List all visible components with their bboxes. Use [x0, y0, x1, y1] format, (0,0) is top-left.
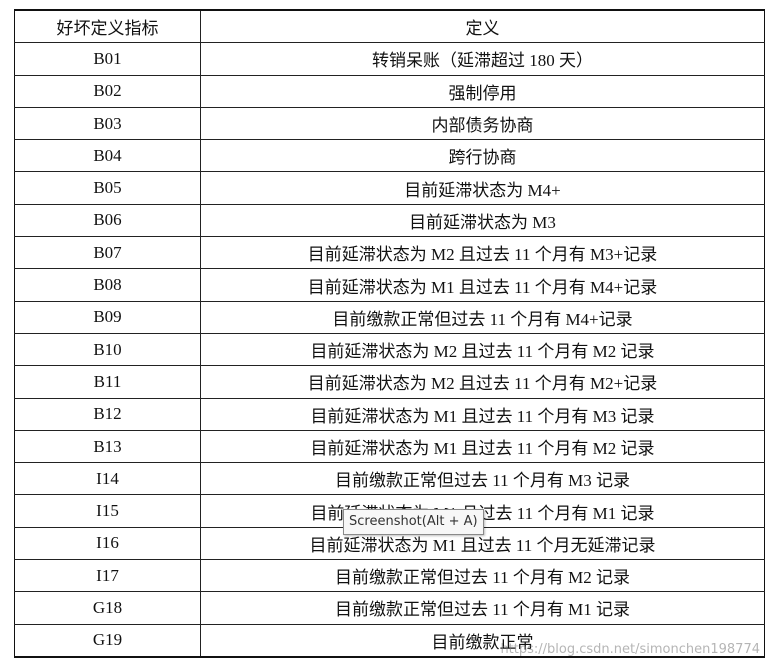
indicator-code-cell: B11 — [14, 365, 201, 399]
definition-cell: 目前缴款正常但过去 11 个月有 M3 记录 — [200, 462, 765, 496]
table-row: B03 内部债务协商 — [14, 106, 765, 141]
definition-cell: 目前延滞状态为 M1 且过去 11 个月有 M3 记录 — [200, 397, 765, 431]
indicator-code-cell: B02 — [14, 74, 201, 108]
indicator-code-cell: I15 — [14, 494, 201, 528]
definition-cell: 目前延滞状态为 M2 且过去 11 个月有 M2+记录 — [200, 365, 765, 399]
table-row: B10 目前延滞状态为 M2 且过去 11 个月有 M2 记录 — [14, 332, 765, 367]
table-body: B01 转销呆账（延滞超过 180 天） B02 强制停用 B03 内部债务协商 B04 跨行… — [14, 42, 765, 658]
table-row: G18 目前缴款正常但过去 11 个月有 M1 记录 — [14, 591, 765, 625]
definition-cell: 目前缴款正常 — [200, 623, 765, 658]
table-row: G19 目前缴款正常 — [14, 623, 765, 658]
table-row: B07 目前延滞状态为 M2 且过去 11 个月有 M3+记录 — [14, 236, 765, 270]
table-row: B11 目前延滞状态为 M2 且过去 11 个月有 M2+记录 — [14, 365, 765, 399]
indicator-code-cell: B07 — [14, 236, 201, 270]
definition-cell: 目前缴款正常但过去 11 个月有 M4+记录 — [200, 300, 765, 334]
indicator-code-cell: I14 — [14, 462, 201, 496]
table-row: B02 强制停用 — [14, 74, 765, 108]
table-row: I14 目前缴款正常但过去 11 个月有 M3 记录 — [14, 462, 765, 496]
table-row: I17 目前缴款正常但过去 11 个月有 M2 记录 — [14, 559, 765, 593]
watermark: https://blog.csdn.net/simonchen198774 — [500, 642, 760, 657]
definition-cell: 目前延滞状态为 M2 且过去 11 个月有 M2 记录 — [200, 332, 765, 367]
table-row: B01 转销呆账（延滞超过 180 天） — [14, 42, 765, 76]
indicator-code-cell: B09 — [14, 300, 201, 334]
indicator-code-cell: G19 — [14, 623, 201, 658]
indicator-code-cell: B01 — [14, 42, 201, 76]
table-row: B13 目前延滞状态为 M1 且过去 11 个月有 M2 记录 — [14, 429, 765, 464]
indicator-code-cell: G18 — [14, 591, 201, 625]
definition-cell: 目前延滞状态为 M3 — [200, 203, 765, 238]
definition-cell: 强制停用 — [200, 74, 765, 108]
definition-cell: 目前延滞状态为 M2 且过去 11 个月有 M3+记录 — [200, 236, 765, 270]
indicator-code-cell: I16 — [14, 526, 201, 561]
table-row: I16 目前延滞状态为 M1 且过去 11 个月无延滞记录 — [14, 526, 765, 561]
definition-cell: 目前延滞状态为 M1 且过去 11 个月有 M4+记录 — [200, 268, 765, 302]
definition-cell: 目前延滞状态为 M1 且过去 11 个月有 M2 记录 — [200, 429, 765, 464]
indicator-code-cell: B12 — [14, 397, 201, 431]
table-row: B08 目前延滞状态为 M1 且过去 11 个月有 M4+记录 — [14, 268, 765, 302]
indicator-code-cell: B10 — [14, 332, 201, 367]
header-definition: 定义 — [200, 9, 765, 44]
indicator-code-cell: B03 — [14, 106, 201, 141]
indicator-code-cell: B04 — [14, 139, 201, 173]
table-row: B09 目前缴款正常但过去 11 个月有 M4+记录 — [14, 300, 765, 334]
table-row: B04 跨行协商 — [14, 139, 765, 173]
indicator-code-cell: B13 — [14, 429, 201, 464]
definition-cell: 转销呆账（延滞超过 180 天） — [200, 42, 765, 76]
definition-cell: 目前延滞状态为 M4+ — [200, 171, 765, 205]
table-row: B05 目前延滞状态为 M4+ — [14, 171, 765, 205]
indicator-code-cell: B05 — [14, 171, 201, 205]
definition-cell: 目前缴款正常但过去 11 个月有 M2 记录 — [200, 559, 765, 593]
indicator-code-cell: B08 — [14, 268, 201, 302]
header-row: 好坏定义指标 定义 — [14, 9, 765, 44]
indicator-code-cell: B06 — [14, 203, 201, 238]
header-indicator: 好坏定义指标 — [14, 9, 201, 44]
screenshot-tooltip: Screenshot(Alt + A) — [343, 509, 484, 535]
indicator-code-cell: I17 — [14, 559, 201, 593]
table-row: B06 目前延滞状态为 M3 — [14, 203, 765, 238]
definition-cell: 目前缴款正常但过去 11 个月有 M1 记录 — [200, 591, 765, 625]
definition-table: 好坏定义指标 定义 B01 转销呆账（延滞超过 180 天） B02 强制停用 B03 内… — [14, 9, 765, 658]
definition-cell: 跨行协商 — [200, 139, 765, 173]
definition-cell: 内部债务协商 — [200, 106, 765, 141]
table-row: B12 目前延滞状态为 M1 且过去 11 个月有 M3 记录 — [14, 397, 765, 431]
